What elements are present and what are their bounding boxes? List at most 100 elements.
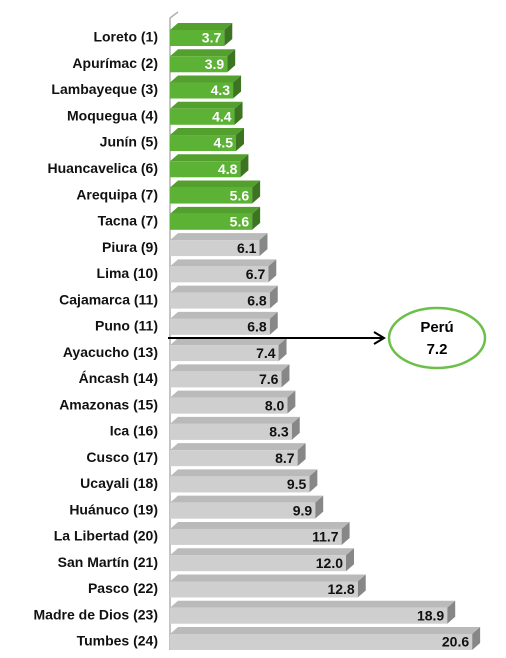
bar-top bbox=[170, 128, 244, 136]
value-label: 12.0 bbox=[316, 555, 343, 571]
value-label: 3.7 bbox=[202, 30, 222, 46]
bar-side bbox=[346, 548, 354, 572]
value-label: 5.6 bbox=[230, 214, 250, 230]
bar-side bbox=[234, 101, 243, 125]
arrow-head bbox=[373, 331, 386, 345]
y-tick-label: Pasco (22) bbox=[88, 580, 158, 596]
y-tick-label: Lambayeque (3) bbox=[51, 81, 158, 97]
y-tick-label: Áncash (14) bbox=[79, 370, 158, 386]
value-label: 6.1 bbox=[237, 240, 257, 256]
y-tick-label: Ayacucho (13) bbox=[63, 344, 158, 360]
bar-side bbox=[259, 233, 268, 257]
y-tick-label: San Martín (21) bbox=[58, 554, 158, 570]
bar-top bbox=[170, 259, 277, 267]
bar bbox=[170, 607, 448, 624]
value-label: 4.8 bbox=[218, 161, 238, 177]
bar-top bbox=[170, 574, 366, 582]
bar bbox=[170, 240, 260, 257]
bar-top bbox=[170, 443, 306, 451]
bar bbox=[170, 633, 473, 650]
bar bbox=[170, 82, 234, 99]
y-tick-label: Junín (5) bbox=[100, 134, 158, 150]
value-label: 4.3 bbox=[211, 82, 231, 98]
value-label: 6.7 bbox=[246, 266, 266, 282]
value-label: 9.5 bbox=[287, 476, 307, 492]
callout-value: 7.2 bbox=[427, 341, 448, 358]
bar-top bbox=[170, 311, 278, 319]
bar bbox=[170, 161, 241, 178]
bar bbox=[170, 135, 236, 152]
y-tick-label: Huánuco (19) bbox=[69, 501, 158, 517]
bar-side bbox=[227, 49, 236, 73]
bar-top bbox=[170, 600, 456, 608]
bar bbox=[170, 187, 253, 204]
bar-top bbox=[170, 416, 300, 424]
value-label: 6.8 bbox=[247, 292, 267, 308]
bar bbox=[170, 528, 342, 545]
value-label: 20.6 bbox=[442, 634, 469, 650]
y-tick-label: Piura (9) bbox=[102, 239, 158, 255]
bar-side bbox=[269, 285, 278, 309]
bar-side bbox=[268, 259, 277, 283]
bar bbox=[170, 108, 235, 125]
bar-top bbox=[170, 23, 233, 30]
bar-side bbox=[269, 311, 278, 335]
bar-side bbox=[447, 600, 456, 624]
bar-side bbox=[236, 128, 244, 152]
bar bbox=[170, 423, 292, 440]
value-label: 11.7 bbox=[312, 529, 339, 545]
bar-side bbox=[281, 364, 290, 388]
bar-top bbox=[170, 338, 287, 346]
bar-side bbox=[297, 443, 306, 467]
bar-side bbox=[287, 390, 296, 414]
bar-top bbox=[170, 495, 324, 503]
bar bbox=[170, 213, 253, 230]
bar bbox=[170, 318, 270, 335]
y-tick-label: Loreto (1) bbox=[93, 29, 158, 45]
y-tick-label: La Libertad (20) bbox=[54, 528, 158, 544]
bar bbox=[170, 266, 269, 283]
value-label: 18.9 bbox=[417, 607, 444, 623]
bar bbox=[170, 555, 346, 572]
y-tick-label: Ucayali (18) bbox=[80, 475, 158, 491]
y-tick-label: Arequipa (7) bbox=[76, 186, 158, 202]
bar-top bbox=[170, 364, 290, 372]
bar-top bbox=[170, 101, 243, 109]
callout-label: Perú bbox=[420, 319, 453, 336]
bar-top bbox=[170, 180, 261, 188]
value-label: 12.8 bbox=[327, 581, 354, 597]
value-label: 7.6 bbox=[259, 371, 279, 387]
bar-top bbox=[170, 390, 296, 398]
bar bbox=[170, 292, 270, 309]
bar-top bbox=[170, 49, 236, 57]
y-tick-label: Cajamarca (11) bbox=[59, 291, 158, 307]
bar bbox=[170, 56, 228, 73]
axis-depth bbox=[169, 11, 179, 19]
y-tick-label: Puno (11) bbox=[95, 318, 158, 334]
y-tick-label: Tacna (7) bbox=[98, 213, 158, 229]
value-label: 8.7 bbox=[275, 450, 295, 466]
value-label: 4.5 bbox=[214, 135, 234, 151]
y-tick-label: Ica (16) bbox=[110, 423, 158, 439]
bar-side bbox=[309, 469, 318, 493]
bar bbox=[170, 450, 298, 467]
bar-side bbox=[233, 75, 242, 99]
bar-top bbox=[170, 233, 268, 241]
bar-top bbox=[170, 469, 318, 477]
bar bbox=[170, 581, 358, 598]
value-label: 4.4 bbox=[212, 108, 232, 124]
bar-top bbox=[170, 154, 249, 162]
value-label: 6.8 bbox=[247, 319, 267, 335]
bar-top bbox=[170, 206, 261, 214]
y-tick-label: Madre de Dios (23) bbox=[34, 606, 158, 622]
bar-side bbox=[315, 495, 324, 519]
value-label: 9.9 bbox=[293, 502, 313, 518]
bar-top bbox=[170, 521, 350, 529]
bar-side bbox=[291, 416, 300, 440]
value-label: 5.6 bbox=[230, 187, 250, 203]
bar-top bbox=[170, 626, 481, 634]
bar bbox=[170, 371, 282, 388]
bar-side bbox=[341, 521, 350, 545]
y-tick-label: Huancavelica (6) bbox=[48, 160, 159, 176]
bar-side bbox=[472, 626, 481, 650]
